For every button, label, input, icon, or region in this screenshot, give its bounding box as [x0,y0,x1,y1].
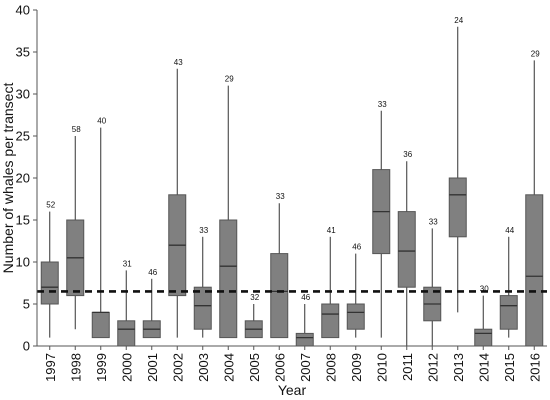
box-2002 [168,68,187,338]
y-ticks: 0 5 10 15 20 25 30 35 40 [16,3,37,354]
x-tick-label: 2016 [527,353,542,382]
sample-size-label: 33 [429,217,438,226]
box-2013 [448,26,467,313]
box-2010 [372,110,391,338]
iqr-box [219,219,238,339]
box-2007 [295,304,314,347]
box-2000 [117,270,136,347]
box-1998 [66,136,85,330]
box-2005 [244,304,263,339]
iqr-box [525,194,544,347]
y-tick-label: 0 [23,339,30,354]
sample-size-label: 24 [454,16,463,25]
sample-size-label: 31 [123,259,132,268]
iqr-box [40,261,59,305]
sample-size-label: 30 [480,285,489,294]
y-tick-label: 10 [16,255,30,270]
x-tick-label: 2005 [247,353,262,382]
x-tick-label: 2009 [349,353,364,382]
iqr-box [91,311,110,339]
iqr-box [448,177,467,238]
x-tick-label: 1997 [43,353,58,382]
box-1999 [91,127,110,339]
box-2008 [321,236,340,339]
x-tick-label: 1998 [68,353,83,382]
sample-size-label: 43 [174,58,183,67]
y-tick-label: 35 [16,45,30,60]
x-tick-label: 2000 [119,353,134,382]
box-2003 [193,236,212,338]
sample-size-label: 29 [531,49,540,58]
y-tick-label: 40 [16,3,30,18]
y-tick-label: 5 [23,297,30,312]
box-2012 [423,228,442,346]
x-tick-label: 2011 [400,353,415,381]
y-tick-label: 20 [16,171,30,186]
sample-size-label: 36 [403,150,412,159]
sample-size-label: 40 [97,117,106,126]
sample-size-label: 33 [199,226,208,235]
sample-size-label: 33 [378,100,387,109]
iqr-box [346,303,365,330]
sample-size-label: 32 [250,293,259,302]
x-ticks: 1997 1998 1999 2000 2001 2002 2003 2004 2005 2006… [43,346,542,382]
sample-size-label: 44 [505,226,514,235]
box-1997 [40,211,59,338]
box-2004 [219,85,238,339]
box-2001 [142,278,161,339]
x-tick-label: 1999 [94,353,109,382]
y-tick-label: 30 [16,87,30,102]
labels-layer: 52 58 40 31 46 43 33 29 32 33 46 41 46 33 36 33 24 30 44 29 [46,16,540,302]
iqr-box [295,332,314,347]
x-tick-label: 2008 [323,353,338,382]
sample-size-label: 46 [352,243,361,252]
sample-size-label: 46 [148,268,157,277]
iqr-box [499,295,518,330]
iqr-box [321,303,340,339]
iqr-box [117,320,136,347]
x-tick-label: 2010 [374,353,389,382]
y-tick-label: 15 [16,213,30,228]
x-tick-label: 2007 [298,353,313,382]
sample-size-label: 58 [72,125,81,134]
iqr-box [397,211,416,288]
box-2011 [397,161,416,346]
sample-size-label: 33 [276,192,285,201]
box-2015 [499,236,518,338]
boxes-layer [40,26,544,347]
iqr-box [474,328,493,347]
iqr-box [193,286,212,330]
box-2016 [525,60,544,347]
sample-size-label: 29 [225,75,234,84]
sample-size-label: 46 [301,293,310,302]
x-tick-label: 2002 [170,353,185,382]
iqr-box [270,253,289,339]
y-axis-title: Number of whales per transect [0,83,16,274]
x-tick-label: 2001 [145,353,160,382]
y-tick-label: 25 [16,129,30,144]
x-tick-label: 2012 [425,353,440,382]
box-2009 [346,253,365,338]
x-axis-title: Year [278,382,307,398]
x-tick-label: 2006 [272,353,287,382]
x-tick-label: 2015 [502,353,517,382]
x-tick-label: 2013 [451,353,466,382]
box-2006 [270,203,289,339]
sample-size-label: 52 [46,201,55,210]
x-tick-label: 2004 [221,353,236,382]
x-tick-label: 2014 [476,353,491,382]
sample-size-label: 41 [327,226,336,235]
box-2014 [474,295,493,347]
axes-layer [36,10,547,347]
x-tick-label: 2003 [196,353,211,382]
